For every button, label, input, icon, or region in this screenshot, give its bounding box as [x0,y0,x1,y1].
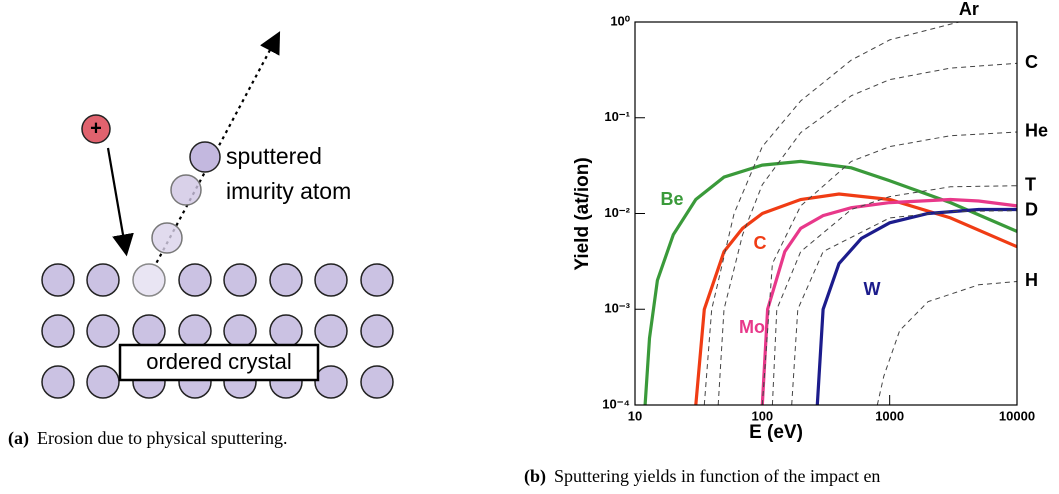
atom [87,264,119,296]
x-axis-label: E (eV) [749,422,803,443]
caption-text: Sputtering yields in function of the imp… [554,466,880,486]
series-label: D [1025,199,1038,219]
caption-b: (b) Sputtering yields in function of the … [524,466,880,487]
yield-curve [696,194,1017,405]
plot-area [645,22,1017,405]
atom [315,264,347,296]
dashed-curve [792,211,1017,405]
series-label: Be [660,189,683,209]
series-label: Mo [739,317,765,337]
atom [42,366,74,398]
caption-text: Erosion due to physical sputtering. [37,428,287,448]
sputtered-label: imurity atom [226,178,351,204]
sputtered-atom [171,175,201,205]
y-tick-label: 10⁻¹ [604,109,630,124]
atom [270,315,302,347]
sputtered-label: sputtered [226,143,322,169]
atom [361,264,393,296]
x-tick-label: 10000 [999,408,1035,423]
atom [361,315,393,347]
atom [87,315,119,347]
panel-b: E (eV) Yield (at/ion) (b) Sputtering yiel… [524,0,1048,487]
y-tick-label: 10⁰ [610,13,630,28]
atom [179,315,211,347]
caption-label: (a) [8,428,29,449]
atom [42,264,74,296]
dashed-curve [877,282,1017,406]
atom [133,264,165,296]
atom [179,264,211,296]
figure: + sputtered imurity atom ordered crystal… [0,0,1059,494]
atom [270,264,302,296]
dashed-curve [762,132,1017,405]
crystal-label: ordered crystal [146,349,292,374]
ion-sign: + [90,117,102,139]
atom [42,315,74,347]
series-label: W [864,279,881,299]
series-label: T [1025,174,1036,194]
ion-arrow [108,148,126,252]
series-label: H [1025,270,1038,290]
yield-curve [817,210,1017,406]
series-label: C [1025,52,1038,72]
atom [315,315,347,347]
y-tick-label: 10⁻² [604,205,630,220]
y-tick-label: 10⁻⁴ [602,396,630,411]
series-label: Ar [959,0,979,19]
series-label: He [1025,121,1048,141]
x-tick-label: 100 [751,408,773,423]
dashed-curve [772,186,1017,405]
sputtered-atom [190,142,220,172]
atom [361,366,393,398]
caption-label: (b) [524,466,546,487]
panel-a: + sputtered imurity atom ordered crystal… [8,35,393,449]
series-label: C [754,233,767,253]
atom [133,315,165,347]
y-axis-label: Yield (at/ion) [572,157,593,270]
atom [224,264,256,296]
sputtered-atom [152,223,182,253]
y-tick-label: 10⁻³ [604,301,630,316]
x-tick-label: 1000 [875,408,904,423]
atom [224,315,256,347]
atom [315,366,347,398]
caption-a: (a) Erosion due to physical sputtering. [8,428,287,449]
atom [87,366,119,398]
